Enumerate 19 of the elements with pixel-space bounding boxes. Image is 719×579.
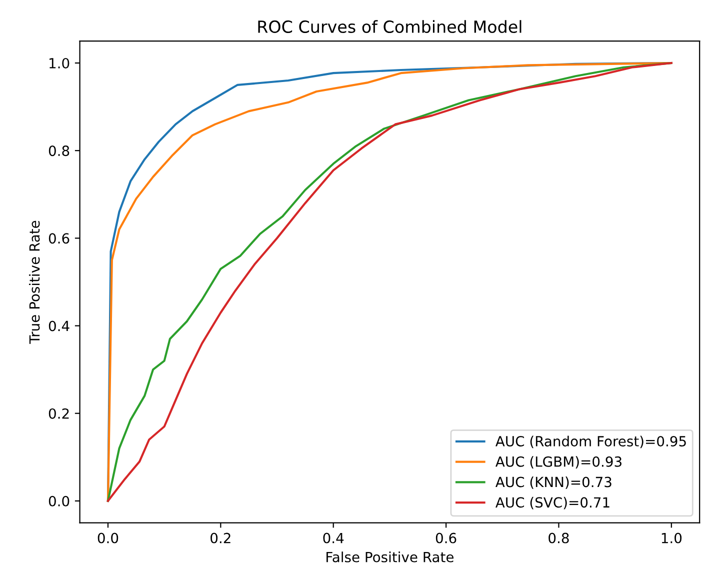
y-axis-title: True Positive Rate: [29, 220, 40, 344]
legend-label: AUC (SVC)=0.71: [496, 496, 610, 510]
y-tick-label: 0.0: [48, 496, 70, 506]
y-tick-label: 0.8: [48, 146, 70, 156]
x-tick-label: 0.2: [210, 532, 230, 544]
chart-title: ROC Curves of Combined Model: [258, 20, 522, 34]
x-tick-label: 0.8: [548, 532, 569, 544]
x-tick-label: 1.0: [662, 532, 682, 544]
x-tick-label: 0.4: [323, 532, 344, 544]
legend-label: AUC (LGBM)=0.93: [496, 456, 622, 469]
x-tick-label: 0.0: [98, 532, 118, 544]
y-tick-label: 0.6: [48, 233, 70, 244]
legend-label: AUC (KNN)=0.73: [496, 476, 612, 489]
x-tick-label: 0.6: [436, 532, 456, 544]
x-axis-title: False Positive Rate: [326, 552, 454, 562]
y-tick-label: 0.2: [48, 408, 69, 419]
y-tick-label: 1.0: [50, 58, 70, 68]
y-tick-label: 0.4: [48, 320, 70, 332]
legend-label: AUC (Random Forest)=0.95: [496, 436, 686, 448]
